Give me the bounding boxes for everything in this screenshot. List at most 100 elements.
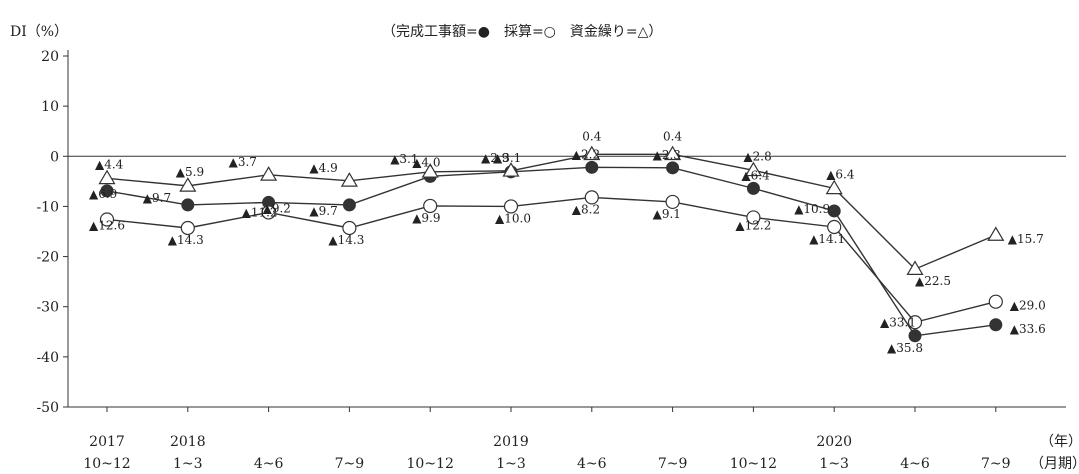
profitability-point [665,194,680,210]
x-tick-period: 1~3 [173,456,203,472]
completed-work-data-label: ▲9.2 [263,201,291,215]
y-tick-label: 10 [41,99,59,115]
completed-work-data-label: ▲6.9 [89,187,117,201]
profitability-point [584,190,599,205]
cash-flow-point [906,260,924,275]
completed-work-data-label: ▲3.1 [493,151,521,165]
series-markers [98,145,1005,343]
profitability-data-label: ▲33.1 [880,315,916,329]
completed-work-point [585,160,599,174]
completed-work-point [746,181,760,195]
cash-flow-data-label: ▲6.4 [826,167,855,181]
y-tick-label: 20 [41,49,59,65]
x-tick-year: 2018 [170,434,206,450]
cash-flow-point [987,226,1005,241]
y-tick-label: -20 [36,250,59,266]
profitability-data-label: ▲8.2 [572,202,600,216]
y-tick-label: -30 [36,300,59,316]
profitability-point [342,220,357,236]
profitability-line [106,196,996,324]
y-tick-label: -40 [36,350,59,366]
profitability-point [988,294,1003,309]
completed-work-data-label: ▲4.0 [412,155,440,169]
cash-flow-point [421,163,439,178]
x-tick-period: 4~6 [900,456,930,472]
cash-flow-data-label: ▲4.9 [309,161,337,175]
x-tick-period: 4~6 [577,456,607,472]
completed-work-data-label: ▲2.3 [653,148,681,162]
completed-work-data-label: ▲35.8 [887,341,923,355]
x-tick-period: 1~3 [496,456,526,472]
cash-flow-data-label: ▲2.8 [743,149,771,163]
profitability-data-label: ▲12.2 [735,218,771,232]
completed-work-point [342,198,356,212]
profitability-data-label: ▲14.1 [809,232,845,246]
cash-flow-data-label: 0.4 [663,129,682,143]
profitability-data-label: ▲12.6 [89,218,125,232]
completed-work-point [100,184,114,198]
profitability-data-label: ▲11.2 [242,205,278,219]
cash-flow-point [664,145,682,161]
cash-flow-point [179,177,197,192]
cash-flow-line [106,153,997,270]
profitability-point [99,212,115,227]
profitability-point [827,219,842,235]
x-tick-period: 7~9 [658,456,688,472]
completed-work-point [908,329,922,343]
profitability-point [746,210,761,225]
profitability-point [180,220,195,236]
profitability-data-label: ▲14.3 [168,233,204,247]
cash-flow-point [744,161,762,177]
cash-flow-point [98,169,116,185]
cash-flow-data-label: ▲22.5 [915,274,951,288]
x-tick-labels: 2017 10~12 2018 1~3 4~6 7~9 10~12 2019 1~3 4~6 7~9… [83,434,1010,472]
x-tick-period: 7~9 [335,456,365,472]
axes: 20 10 0 -10 -20 -30 -40 -50 [36,49,1066,416]
cash-flow-data-label: ▲4.4 [95,157,124,171]
x-tick-year: 2019 [493,434,529,450]
cash-flow-data-label: 0.4 [582,129,601,143]
completed-work-data-label: ▲9.7 [309,204,337,218]
cash-flow-data-label: ▲3.1 [390,152,418,166]
completed-work-data-label: ▲9.7 [143,191,171,205]
profitability-data-label: ▲14.3 [328,233,364,247]
x-tick-period: 7~9 [981,456,1011,472]
data-labels: ▲6.9 ▲9.7▲9.2 ▲9.7▲4.0 ▲3.1 ▲2.2 ▲2.3▲6.4▲10.… [89,129,1046,355]
completed-work-point [827,204,841,218]
x-tick-period: 4~6 [254,456,284,472]
profitability-data-label: ▲29.0 [1010,299,1046,313]
x-year-unit-label: （年） [1040,434,1079,450]
x-tick-period: 10~12 [407,456,454,472]
x-tick-year: 2020 [816,434,852,450]
cash-flow-point [825,179,843,195]
profitability-point [423,198,438,214]
cash-flow-point [502,162,520,177]
cash-flow-data-label: ▲15.7 [1008,232,1044,246]
y-axis-label: DI（%） [10,24,68,40]
cash-flow-data-label: ▲5.9 [176,165,204,179]
completed-work-data-label: ▲10.9 [794,202,830,216]
completed-work-line [106,166,996,337]
cash-flow-point [583,145,601,161]
x-tick-period: 10~12 [83,456,130,472]
cash-flow-point [260,166,278,181]
x-period-unit-label: （月期） [1030,456,1079,472]
completed-work-point [666,161,680,175]
cash-flow-data-label: ▲3.7 [229,155,257,169]
profitability-data-label: ▲9.1 [653,207,681,221]
profitability-data-label: ▲9.9 [412,211,440,225]
cash-flow-data-label: ▲2.9 [481,151,509,165]
profitability-point [503,199,519,214]
y-tick-label: -50 [36,400,59,416]
y-tick-label: -10 [36,199,59,215]
completed-work-point [181,198,195,212]
x-tick-year: 2017 [89,434,125,450]
profitability-data-label: ▲10.0 [495,211,531,225]
profitability-point [261,205,276,220]
completed-work-data-label: ▲6.4 [741,168,770,182]
legend: （完成工事額=● 採算=○ 資金繰り=△） [382,24,662,40]
x-tick-period: 1~3 [819,456,849,472]
y-tick-label: 0 [50,149,59,165]
completed-work-data-label: ▲2.2 [572,147,600,161]
